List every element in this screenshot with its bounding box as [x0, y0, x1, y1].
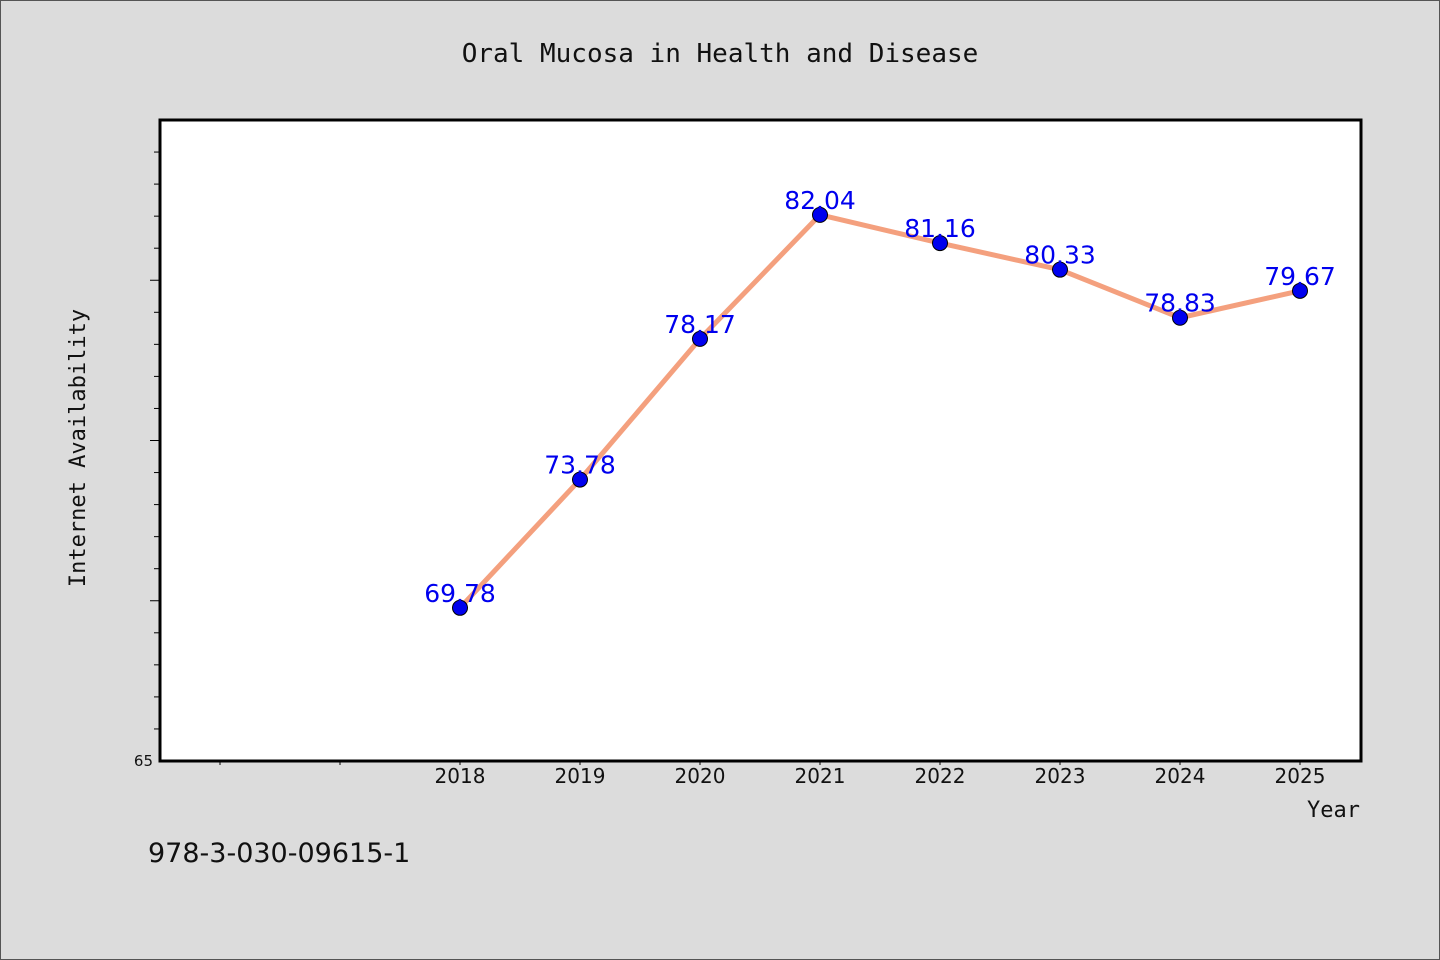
x-tick-label: 2020	[675, 764, 726, 788]
data-label: 79.67	[1264, 262, 1336, 291]
data-point	[1172, 309, 1188, 326]
x-axis-ticks: 2018 2019 2020 2021 2022 2023 2024 2025	[219, 761, 1326, 788]
chart-title: Oral Mucosa in Health and Disease	[462, 39, 979, 69]
data-label: 73.78	[544, 451, 616, 480]
data-point	[692, 330, 708, 347]
data-label: 81.16	[904, 214, 976, 243]
x-tick-label: 2022	[915, 764, 966, 788]
x-tick-label: 2018	[435, 764, 486, 788]
data-label: 69.78	[424, 579, 496, 608]
series-line	[458, 212, 1301, 610]
data-point	[1052, 261, 1068, 278]
data-label: 78.83	[1144, 289, 1216, 318]
x-tick-label: 2019	[555, 764, 606, 788]
x-tick-label: 2023	[1035, 764, 1086, 788]
y-axis-label: Internet Availability	[66, 309, 91, 587]
y-tick-label: 65	[134, 752, 153, 770]
data-label: 80.33	[1024, 241, 1096, 270]
data-point	[812, 206, 828, 223]
data-point	[572, 471, 588, 488]
data-label: 82.04	[784, 186, 856, 215]
y-axis-ticks	[150, 151, 160, 730]
x-tick-label: 2021	[795, 764, 846, 788]
isbn-footer: 978-3-030-09615-1	[148, 838, 410, 869]
x-axis-label: Year	[1307, 798, 1360, 823]
data-label: 78.17	[664, 310, 736, 339]
plot-area	[158, 118, 1363, 763]
series-group: 69.78 73.78 78.17 82.04 81.16 80.33 78.83 79.67	[424, 186, 1336, 616]
data-point	[1292, 282, 1308, 299]
x-tick-label: 2024	[1155, 764, 1206, 788]
data-point	[452, 599, 468, 616]
data-point	[932, 235, 948, 252]
x-tick-label: 2025	[1275, 764, 1326, 788]
